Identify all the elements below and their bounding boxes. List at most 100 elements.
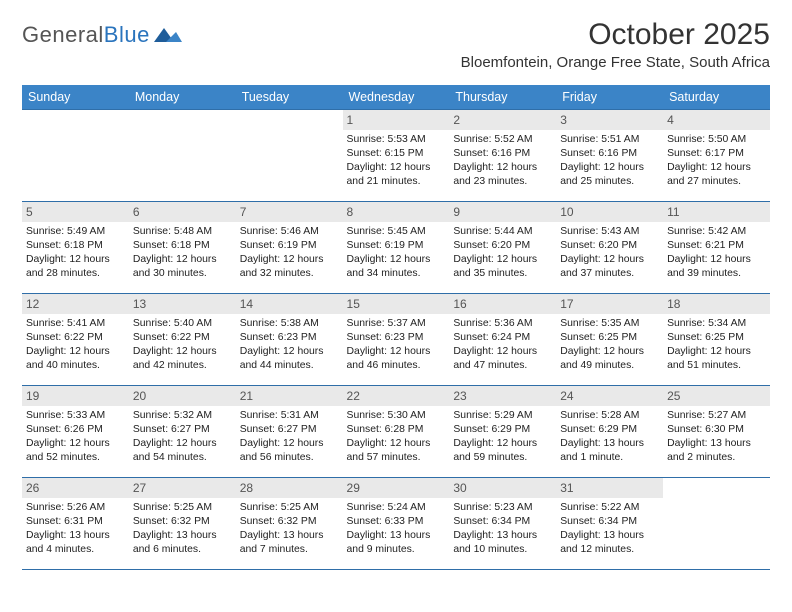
- logo: GeneralBlue: [22, 22, 182, 48]
- calendar-cell: 2Sunrise: 5:52 AMSunset: 6:16 PMDaylight…: [449, 110, 556, 202]
- sunset-line: Sunset: 6:19 PM: [347, 239, 446, 253]
- daylight-line: Daylight: 12 hours and 32 minutes.: [240, 253, 339, 281]
- day-number: 31: [556, 478, 663, 498]
- calendar-cell: 8Sunrise: 5:45 AMSunset: 6:19 PMDaylight…: [343, 202, 450, 294]
- day-number: 29: [343, 478, 450, 498]
- calendar-cell: 22Sunrise: 5:30 AMSunset: 6:28 PMDayligh…: [343, 386, 450, 478]
- sunset-line: Sunset: 6:30 PM: [667, 423, 766, 437]
- sunrise-line: Sunrise: 5:45 AM: [347, 225, 446, 239]
- day-number: 14: [236, 294, 343, 314]
- sunset-line: Sunset: 6:16 PM: [560, 147, 659, 161]
- calendar-cell: 1Sunrise: 5:53 AMSunset: 6:15 PMDaylight…: [343, 110, 450, 202]
- sunrise-line: Sunrise: 5:37 AM: [347, 317, 446, 331]
- sunrise-line: Sunrise: 5:26 AM: [26, 501, 125, 515]
- day-number: 20: [129, 386, 236, 406]
- day-number: 23: [449, 386, 556, 406]
- calendar-cell: 27Sunrise: 5:25 AMSunset: 6:32 PMDayligh…: [129, 478, 236, 570]
- daylight-line: Daylight: 13 hours and 4 minutes.: [26, 529, 125, 557]
- sunset-line: Sunset: 6:27 PM: [240, 423, 339, 437]
- day-number: 16: [449, 294, 556, 314]
- sunrise-line: Sunrise: 5:27 AM: [667, 409, 766, 423]
- logo-text: GeneralBlue: [22, 22, 150, 48]
- day-number: 28: [236, 478, 343, 498]
- sunrise-line: Sunrise: 5:25 AM: [133, 501, 232, 515]
- sunset-line: Sunset: 6:24 PM: [453, 331, 552, 345]
- calendar-cell: 21Sunrise: 5:31 AMSunset: 6:27 PMDayligh…: [236, 386, 343, 478]
- weekday-header: Saturday: [663, 85, 770, 110]
- daylight-line: Daylight: 12 hours and 40 minutes.: [26, 345, 125, 373]
- location-subtitle: Bloemfontein, Orange Free State, South A…: [461, 54, 770, 71]
- calendar-cell: 9Sunrise: 5:44 AMSunset: 6:20 PMDaylight…: [449, 202, 556, 294]
- sunrise-line: Sunrise: 5:48 AM: [133, 225, 232, 239]
- daylight-line: Daylight: 12 hours and 28 minutes.: [26, 253, 125, 281]
- calendar-cell: [663, 478, 770, 570]
- sunrise-line: Sunrise: 5:41 AM: [26, 317, 125, 331]
- calendar-cell: 17Sunrise: 5:35 AMSunset: 6:25 PMDayligh…: [556, 294, 663, 386]
- sunset-line: Sunset: 6:34 PM: [453, 515, 552, 529]
- calendar-cell: 31Sunrise: 5:22 AMSunset: 6:34 PMDayligh…: [556, 478, 663, 570]
- sunrise-line: Sunrise: 5:35 AM: [560, 317, 659, 331]
- day-number: 25: [663, 386, 770, 406]
- calendar-cell: 14Sunrise: 5:38 AMSunset: 6:23 PMDayligh…: [236, 294, 343, 386]
- calendar-cell: 13Sunrise: 5:40 AMSunset: 6:22 PMDayligh…: [129, 294, 236, 386]
- daylight-line: Daylight: 12 hours and 49 minutes.: [560, 345, 659, 373]
- daylight-line: Daylight: 13 hours and 1 minute.: [560, 437, 659, 465]
- day-number: 19: [22, 386, 129, 406]
- sunset-line: Sunset: 6:31 PM: [26, 515, 125, 529]
- daylight-line: Daylight: 12 hours and 57 minutes.: [347, 437, 446, 465]
- sunset-line: Sunset: 6:23 PM: [347, 331, 446, 345]
- sunrise-line: Sunrise: 5:30 AM: [347, 409, 446, 423]
- sunset-line: Sunset: 6:27 PM: [133, 423, 232, 437]
- day-number: 8: [343, 202, 450, 222]
- calendar-cell: [236, 110, 343, 202]
- daylight-line: Daylight: 13 hours and 9 minutes.: [347, 529, 446, 557]
- sunset-line: Sunset: 6:20 PM: [453, 239, 552, 253]
- calendar-cell: 5 Sunrise: 5:49 AMSunset: 6:18 PMDaylight…: [22, 202, 129, 294]
- sunrise-line: Sunrise: 5:28 AM: [560, 409, 659, 423]
- calendar-cell: 11Sunrise: 5:42 AMSunset: 6:21 PMDayligh…: [663, 202, 770, 294]
- sunrise-line: Sunrise: 5:46 AM: [240, 225, 339, 239]
- day-number: 5: [22, 202, 129, 222]
- sunset-line: Sunset: 6:20 PM: [560, 239, 659, 253]
- sunrise-line: Sunrise: 5:51 AM: [560, 133, 659, 147]
- sunset-line: Sunset: 6:18 PM: [26, 239, 125, 253]
- sunrise-line: Sunrise: 5:32 AM: [133, 409, 232, 423]
- sunset-line: Sunset: 6:26 PM: [26, 423, 125, 437]
- calendar-cell: 20 Sunrise: 5:32 AMSunset: 6:27 PMDayligh…: [129, 386, 236, 478]
- calendar-cell: 16Sunrise: 5:36 AMSunset: 6:24 PMDayligh…: [449, 294, 556, 386]
- sunset-line: Sunset: 6:34 PM: [560, 515, 659, 529]
- page-title: October 2025: [461, 18, 770, 52]
- day-number: 30: [449, 478, 556, 498]
- calendar-cell: 7Sunrise: 5:46 AMSunset: 6:19 PMDaylight…: [236, 202, 343, 294]
- sunrise-line: Sunrise: 5:49 AM: [26, 225, 125, 239]
- day-number: 12: [22, 294, 129, 314]
- daylight-line: Daylight: 12 hours and 37 minutes.: [560, 253, 659, 281]
- calendar-cell: 29Sunrise: 5:24 AMSunset: 6:33 PMDayligh…: [343, 478, 450, 570]
- weekday-header: Monday: [129, 85, 236, 110]
- daylight-line: Daylight: 13 hours and 7 minutes.: [240, 529, 339, 557]
- day-number: 22: [343, 386, 450, 406]
- calendar-cell: 25Sunrise: 5:27 AMSunset: 6:30 PMDayligh…: [663, 386, 770, 478]
- sunset-line: Sunset: 6:18 PM: [133, 239, 232, 253]
- weekday-header: Sunday: [22, 85, 129, 110]
- calendar-cell: 6Sunrise: 5:48 AMSunset: 6:18 PMDaylight…: [129, 202, 236, 294]
- day-number: 7: [236, 202, 343, 222]
- calendar-cell: 28Sunrise: 5:25 AMSunset: 6:32 PMDayligh…: [236, 478, 343, 570]
- day-number: 3: [556, 110, 663, 130]
- daylight-line: Daylight: 13 hours and 6 minutes.: [133, 529, 232, 557]
- sunrise-line: Sunrise: 5:29 AM: [453, 409, 552, 423]
- day-number: 13: [129, 294, 236, 314]
- calendar-cell: 24Sunrise: 5:28 AMSunset: 6:29 PMDayligh…: [556, 386, 663, 478]
- weekday-header: Tuesday: [236, 85, 343, 110]
- calendar-cell: 18Sunrise: 5:34 AMSunset: 6:25 PMDayligh…: [663, 294, 770, 386]
- daylight-line: Daylight: 12 hours and 35 minutes.: [453, 253, 552, 281]
- sunset-line: Sunset: 6:15 PM: [347, 147, 446, 161]
- calendar-cell: 19Sunrise: 5:33 AMSunset: 6:26 PMDayligh…: [22, 386, 129, 478]
- calendar-cell: [129, 110, 236, 202]
- day-number: 10: [556, 202, 663, 222]
- sunrise-line: Sunrise: 5:22 AM: [560, 501, 659, 515]
- daylight-line: Daylight: 12 hours and 42 minutes.: [133, 345, 232, 373]
- day-number: 24: [556, 386, 663, 406]
- daylight-line: Daylight: 12 hours and 51 minutes.: [667, 345, 766, 373]
- daylight-line: Daylight: 12 hours and 54 minutes.: [133, 437, 232, 465]
